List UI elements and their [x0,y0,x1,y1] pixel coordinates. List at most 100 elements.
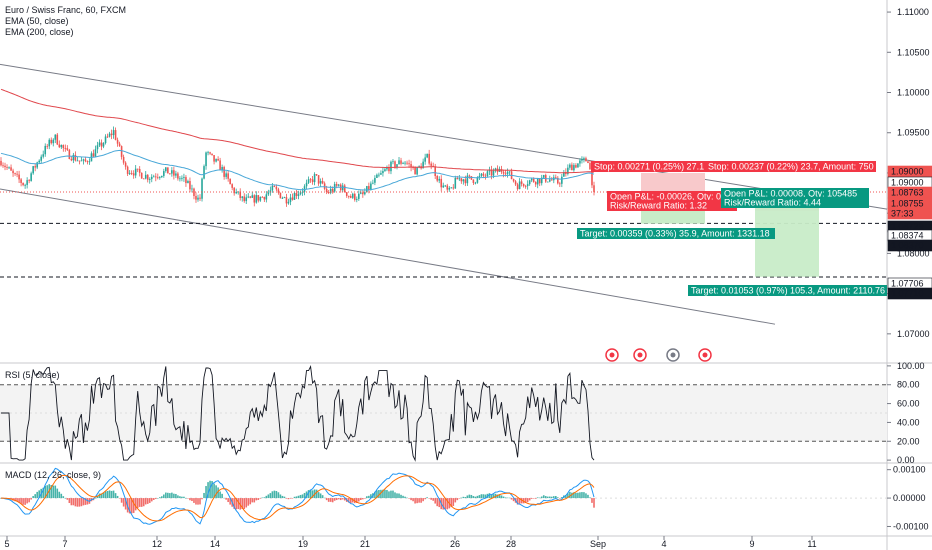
macd-histogram-bar [418,498,420,503]
candle-down [62,144,65,149]
rsi-plot [1,365,595,462]
candle-up [36,162,38,168]
macd-histogram-bar [165,492,167,499]
candle-up [150,176,153,180]
candle-down [516,184,519,190]
macd-histogram-bar [195,498,197,505]
candle-up [8,167,10,169]
candle-down [550,179,553,181]
candle-down [446,185,449,190]
macd-histogram-bar [404,496,406,499]
macd-histogram-bar [251,498,254,503]
macd-histogram-bar [520,498,523,504]
macd-histogram-bar [524,498,527,504]
candle-down [327,192,330,194]
calendar-event-icon[interactable] [605,348,619,362]
candle-up [163,171,165,176]
rsi-band-fill [0,384,887,442]
macd-histogram-bar [478,495,481,499]
candle-down [349,196,352,198]
macd-histogram-bar [46,485,49,499]
candle-up [351,193,354,198]
candle-down [273,185,276,187]
stop-label: Stop: 0.00271 (0.25%) 27.1 [594,162,704,172]
event-icons[interactable] [605,348,712,362]
macd-histogram-bar [265,495,268,499]
candle-up [384,169,386,172]
macd-histogram-bar [62,496,65,499]
candle-down [325,188,328,193]
macd-histogram-bar [325,498,328,501]
macd-histogram-bar [189,498,191,501]
macd-histogram-bar [285,498,288,499]
macd-histogram-bar [460,497,463,499]
candle-up [255,195,258,203]
macd-histogram-bar [295,496,298,499]
candle-down [285,197,288,204]
macd-histogram-bar [110,490,113,499]
symbol-title[interactable]: Euro / Swiss Franc, 60, FXCM [5,5,127,15]
macd-histogram-bar [54,485,57,499]
candle-up [540,177,543,184]
macd-histogram-bar [271,491,274,499]
macd-histogram-bar [245,498,248,508]
rr-label-bg [607,200,737,211]
macd-histogram-bar [199,498,201,505]
rr-label: Risk/Reward Ratio: 4.44 [724,198,821,208]
macd-histogram-bar [211,481,213,499]
macd-title[interactable]: MACD (12, 26, close, 9) [5,470,102,480]
macd-histogram-bar [532,498,535,499]
candle-up [179,178,181,180]
macd-histogram-bar [569,491,571,499]
candle-down [490,169,493,176]
time-tick-label: 11 [807,539,816,549]
ema50-legend[interactable]: EMA (50, close) [5,16,69,26]
news-icon[interactable] [633,348,647,362]
candle-down [86,161,89,163]
candle-down [142,178,145,180]
candle-down [311,179,314,183]
macd-histogram-bar [536,497,539,499]
candle-up [386,167,388,170]
macd-tick-label: 0.00100 [893,465,926,475]
dividend-icon[interactable] [698,348,712,362]
macd-histogram-bar [100,493,103,499]
candle-down [430,163,432,166]
macd-histogram-bar [482,494,485,499]
macd-histogram-bar [577,492,579,499]
macd-line [0,467,595,525]
earnings-icon[interactable] [666,348,680,362]
ema-lines [0,88,887,193]
time-axis[interactable]: 5 7 12 14 19 21 26 28 Sep 4 9 11 [4,536,817,549]
candle-up [80,160,83,162]
macd-histogram-bar [303,492,306,499]
macd-histogram-bar [102,492,105,499]
candle-down [414,167,416,175]
macd-histogram-bar [44,485,47,499]
candle-up [26,180,28,185]
price-label: 1.08370 [891,241,924,251]
macd-histogram-bar [323,497,326,499]
price-axis[interactable]: 1.110001.105001.100001.095001.090001.085… [887,7,932,531]
candle-down [34,166,36,168]
ema200-legend[interactable]: EMA (200, close) [5,27,74,37]
macd-histogram-bar [454,498,457,503]
candle-up [32,166,34,174]
macd-histogram-bar [331,498,334,503]
macd-histogram-bar [163,494,165,499]
macd-histogram-bar [450,498,453,508]
macd-histogram-bar [98,493,101,499]
macd-histogram-bar [28,498,30,503]
candle-up [215,159,217,162]
rsi-tick-label: 40.00 [897,417,920,427]
candle-down [231,184,233,188]
candle-up [183,177,185,178]
rr-label: Risk/Reward Ratio: 1.32 [610,201,707,211]
macd-histogram-bar [261,497,264,499]
candle-down [309,179,312,181]
candle-down [126,166,129,174]
rsi-title[interactable]: RSI (5, close) [5,370,60,380]
macd-histogram-bar [498,494,501,499]
candle-up [518,181,521,190]
